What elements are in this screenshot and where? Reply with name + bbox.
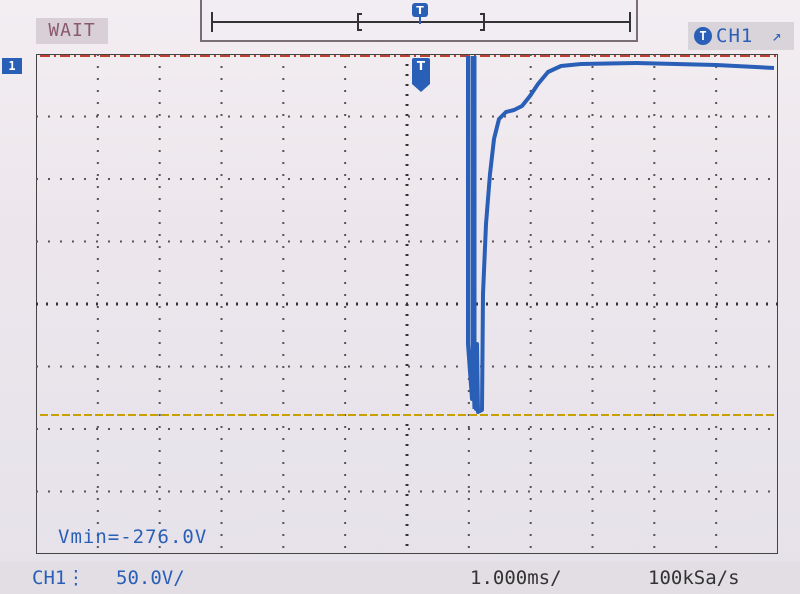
center-axes (36, 54, 778, 554)
status-indicator: WAIT (36, 18, 108, 44)
trigger-source-box[interactable]: T CH1 ↗ (688, 22, 794, 50)
sample-rate: 100kSa/s (648, 567, 740, 589)
channel1-marker[interactable]: 1 (2, 58, 22, 74)
rising-edge-icon: ↗ (772, 26, 782, 45)
waveform-display: T (36, 54, 778, 554)
time-per-div[interactable]: 1.000ms/ (470, 567, 562, 589)
timebase-overview-graphic: T (211, 3, 631, 32)
svg-text:T: T (416, 4, 424, 17)
waveform-trace-edge (470, 56, 477, 410)
timebase-trigger-marker-icon: T (412, 3, 428, 24)
trigger-t-icon: T (694, 27, 712, 45)
trigger-source-label: CH1 (716, 25, 754, 47)
timebase-overview[interactable]: T (200, 0, 638, 42)
vmin-measurement: Vmin=-276.0V (58, 526, 208, 548)
channel-indicator[interactable]: CH1⋮ (32, 567, 86, 589)
volts-per-div[interactable]: 50.0V/ (116, 567, 185, 589)
status-text: WAIT (48, 20, 96, 41)
trigger-position-icon: T (412, 58, 430, 92)
bottom-status-bar (0, 562, 800, 594)
waveform-trace (466, 56, 775, 414)
svg-text:T: T (417, 59, 426, 73)
